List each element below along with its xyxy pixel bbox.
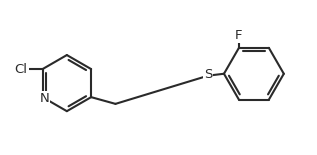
Text: N: N xyxy=(40,92,49,105)
Text: F: F xyxy=(235,29,243,42)
Text: Cl: Cl xyxy=(15,63,28,76)
Text: S: S xyxy=(204,68,212,81)
